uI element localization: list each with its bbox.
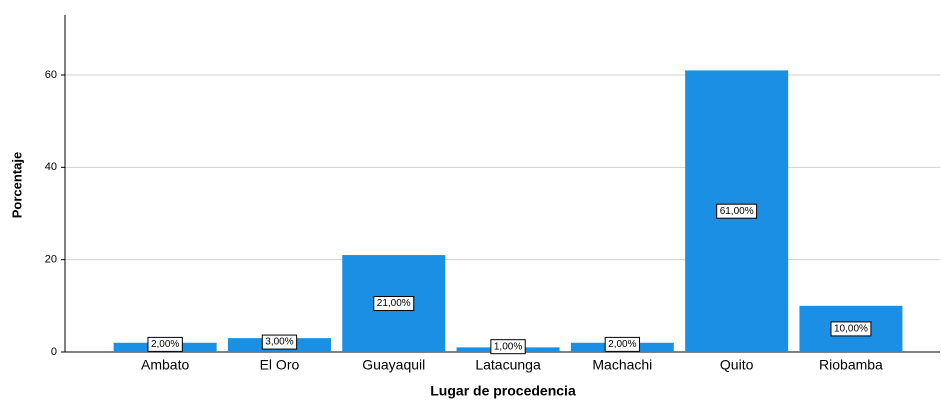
value-label-box [716, 203, 758, 219]
value-label: 2,00% [151, 339, 179, 350]
value-label-box [261, 334, 298, 350]
value-label-box [373, 296, 415, 312]
x-tick-label: Guayaquil [362, 357, 425, 373]
value-label: 21,00% [377, 298, 411, 309]
x-tick-label: Machachi [592, 357, 652, 373]
x-tick-label: El Oro [260, 357, 300, 373]
x-axis-title: Lugar de procedencia [430, 383, 576, 399]
y-tick-label: 40 [45, 161, 57, 173]
value-label-box [604, 336, 641, 352]
value-label-box [147, 336, 183, 352]
value-label: 1,00% [494, 341, 522, 352]
x-tick-label: Quito [720, 357, 754, 373]
y-axis-title: Porcentaje [9, 152, 24, 218]
y-tick-label: 0 [51, 346, 57, 358]
value-label: 61,00% [720, 206, 754, 217]
value-label: 2,00% [608, 339, 636, 350]
x-tick-label: Ambato [141, 357, 189, 373]
value-label: 10,00% [834, 324, 868, 335]
value-label-box [490, 339, 526, 355]
value-label: 3,00% [265, 337, 293, 348]
y-tick-label: 20 [45, 254, 57, 266]
value-label-box [830, 321, 872, 337]
x-tick-label: Latacunga [475, 357, 541, 373]
x-tick-label: Riobamba [819, 357, 883, 373]
y-tick-label: 60 [45, 69, 57, 81]
